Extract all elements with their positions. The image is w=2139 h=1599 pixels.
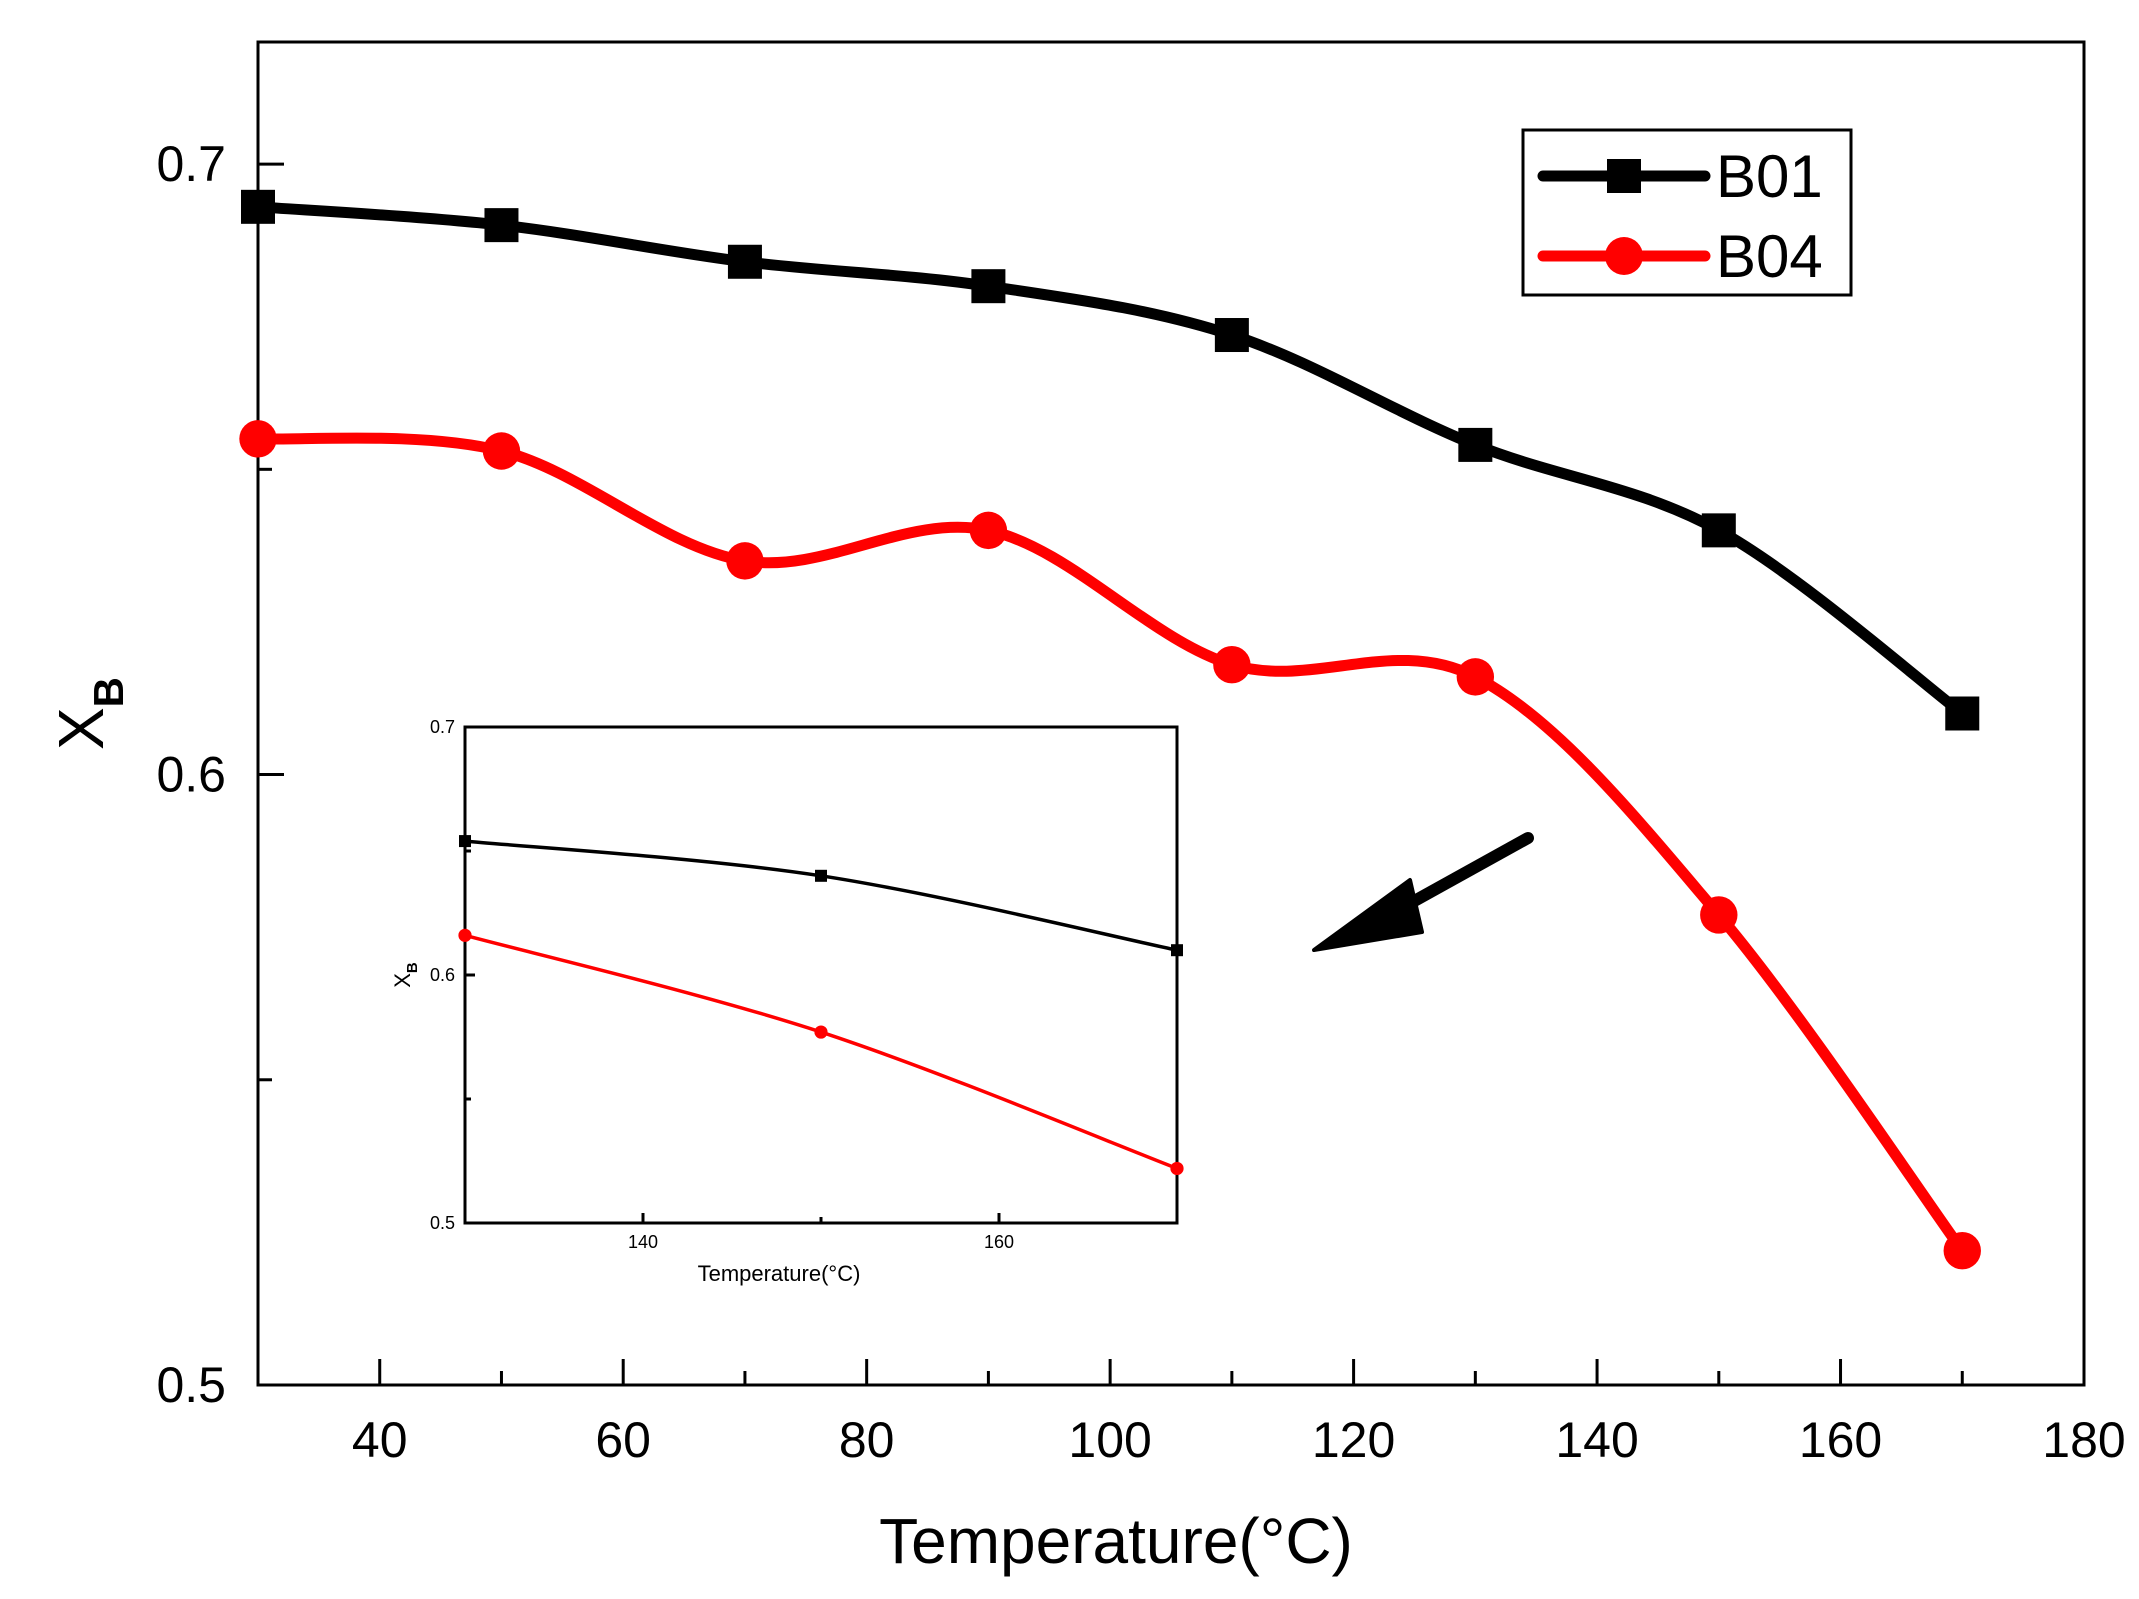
inset-x-axis-title: Temperature(°C) <box>698 1261 861 1286</box>
inset-data-point-B01-170 <box>1171 944 1183 957</box>
inset-y-tick-label: 0.7 <box>430 717 455 737</box>
inset-x-tick-label: 160 <box>984 1232 1014 1252</box>
data-point-B04-130 <box>1456 658 1495 696</box>
y-tick-label: 0.5 <box>156 1357 226 1413</box>
legend-label-B01: B01 <box>1716 143 1823 210</box>
legend-box <box>1521 128 1853 297</box>
series-B01 <box>241 189 1980 731</box>
legend-item-B04: B04 <box>1537 223 1823 290</box>
inset-data-point-B01-130 <box>459 835 471 848</box>
inset-data-point-B04-150 <box>814 1025 828 1039</box>
data-point-B04-170 <box>1943 1232 1981 1270</box>
x-tick-label: 100 <box>1068 1412 1151 1468</box>
data-point-B01-110 <box>1214 318 1249 353</box>
legend-item-B01: B01 <box>1537 143 1823 210</box>
data-point-B01-30 <box>241 189 275 224</box>
y-axis-title-subscript: B <box>85 677 132 707</box>
x-tick-label: 140 <box>1555 1412 1638 1468</box>
inset-data-point-B01-150 <box>815 869 827 882</box>
inset-x-tick-label: 140 <box>628 1232 658 1252</box>
inset-series-B04 <box>458 928 1184 1176</box>
inset-plot: 140 160 0.5 0.6 0.7 Temperature(°C) XB <box>390 717 1184 1286</box>
inset-y-axis-title: XB <box>390 962 421 988</box>
inset-y-tick-label: 0.6 <box>430 965 455 985</box>
data-point-B04-90 <box>969 511 1008 550</box>
inset-pointer-arrow <box>1312 832 1534 952</box>
legend-label-B04: B04 <box>1716 223 1823 290</box>
data-point-B01-150 <box>1701 513 1736 548</box>
x-tick-label: 40 <box>352 1412 408 1468</box>
inset-y-axis-title-subscript: B <box>404 962 421 973</box>
inset-data-point-B04-170 <box>1170 1161 1184 1176</box>
inset-y-tick-label: 0.5 <box>430 1213 455 1233</box>
legend-marker-B04 <box>1605 237 1643 275</box>
x-tick-label: 60 <box>595 1412 651 1468</box>
arrow-head <box>1312 878 1424 952</box>
x-tick-label: 120 <box>1312 1412 1395 1468</box>
x-tick-label: 80 <box>839 1412 895 1468</box>
inset-y-axis-title-main: X <box>390 973 415 988</box>
data-point-B01-130 <box>1458 427 1493 462</box>
data-point-B01-70 <box>727 244 762 279</box>
data-point-B01-50 <box>484 208 519 243</box>
main-plot: 40 60 80 100 120 140 160 180 0.5 0.6 0.7 Temperatur… <box>45 40 2126 1577</box>
data-point-B04-70 <box>726 542 764 580</box>
plot-frame <box>256 40 2086 1387</box>
y-tick-label: 0.7 <box>156 136 226 192</box>
y-tick-label: 0.6 <box>156 747 226 803</box>
x-tick-label: 160 <box>1799 1412 1882 1468</box>
inset-series-B01 <box>459 835 1183 957</box>
data-point-B04-30 <box>239 420 277 458</box>
legend-marker-B01 <box>1607 159 1641 193</box>
x-axis-title: Temperature(°C) <box>879 1505 1353 1577</box>
y-axis-title: XB <box>45 677 132 750</box>
y-axis-title-main: X <box>45 707 117 750</box>
inset-background <box>465 727 1177 1223</box>
data-point-B04-50 <box>482 432 521 470</box>
series-B04 <box>239 420 1981 1270</box>
data-point-B01-90 <box>971 269 1006 304</box>
data-point-B04-150 <box>1700 896 1738 934</box>
x-tick-label: 180 <box>2042 1412 2125 1468</box>
data-point-B04-110 <box>1213 645 1251 684</box>
data-point-B01-170 <box>1945 696 1980 731</box>
inset-data-point-B04-130 <box>458 928 472 942</box>
